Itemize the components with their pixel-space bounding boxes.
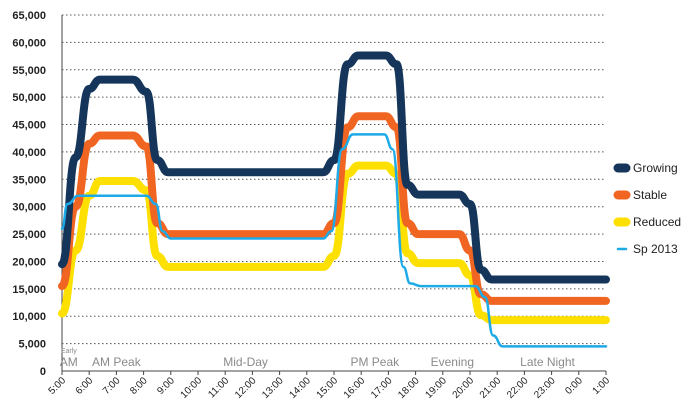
series-lines xyxy=(58,51,610,348)
y-tick-label: 15,000 xyxy=(12,284,46,296)
series-line-growing xyxy=(58,51,610,284)
x-tick-label: 11:00 xyxy=(206,375,231,400)
y-tick-label: 55,000 xyxy=(12,65,46,77)
x-tick-label: 13:00 xyxy=(260,375,286,401)
legend-label-stable: Stable xyxy=(633,188,667,202)
gridlines xyxy=(62,14,606,345)
period-label-pm-peak: PM Peak xyxy=(350,355,400,369)
legend-label-sp-2013: Sp 2013 xyxy=(633,242,678,256)
x-tick-label: 14:00 xyxy=(287,375,313,401)
y-tick-label: 65,000 xyxy=(12,10,46,22)
legend: Growing Stable Reduced Sp 2013 xyxy=(613,161,681,256)
period-label-late-night: Late Night xyxy=(520,355,575,369)
y-tick-label: 40,000 xyxy=(12,147,46,159)
x-tick-label: 12:00 xyxy=(233,375,259,401)
x-tick-label: 6:00 xyxy=(74,375,96,397)
period-label-am-peak: AM Peak xyxy=(92,355,142,369)
x-tick-label: 7:00 xyxy=(101,375,123,397)
y-tick-label: 35,000 xyxy=(12,174,46,186)
x-tick-label: 5:00 xyxy=(47,375,69,397)
legend-label-growing: Growing xyxy=(633,161,678,175)
x-tick-label: 17:00 xyxy=(369,375,395,401)
x-tick-label: 19:00 xyxy=(423,375,449,401)
y-tick-label: 20,000 xyxy=(12,256,46,268)
x-tick-label: 21:00 xyxy=(478,375,504,401)
x-tick-label: 15:00 xyxy=(315,375,341,401)
x-tick-label: 23:00 xyxy=(532,375,558,401)
y-tick-label: 0 xyxy=(40,366,46,378)
y-tick-label: 25,000 xyxy=(12,229,46,241)
legend-label-reduced: Reduced xyxy=(633,215,681,229)
series-line-reduced xyxy=(58,161,610,325)
period-label-evening: Evening xyxy=(431,355,474,369)
axes: 0 5,000 10,000 15,000 20,000 25,000 30,000 35,0… xyxy=(12,10,612,401)
y-tick-label: 30,000 xyxy=(12,202,46,214)
x-tick-label: 18:00 xyxy=(396,375,422,401)
series-line-sp-2013 xyxy=(60,133,608,348)
period-label-am: AM xyxy=(60,355,78,369)
x-tick-label: 10:00 xyxy=(179,375,205,401)
series-line-stable xyxy=(58,112,610,305)
x-tick-label: 20:00 xyxy=(451,375,477,401)
y-tick-label: 5,000 xyxy=(18,339,46,351)
y-tick-label: 10,000 xyxy=(12,311,46,323)
y-tick-label: 60,000 xyxy=(12,37,46,49)
x-tick-label: 1:00 xyxy=(591,375,613,397)
period-label-mid-day: Mid-Day xyxy=(223,355,268,369)
x-tick-label: 16:00 xyxy=(342,375,368,401)
period-sublabel-am: Early xyxy=(61,348,77,355)
x-tick-label: 0:00 xyxy=(563,375,585,397)
x-tick-label: 8:00 xyxy=(128,375,150,397)
y-tick-label: 50,000 xyxy=(12,92,46,104)
y-tick-label: 45,000 xyxy=(12,120,46,132)
x-tick-label: 22:00 xyxy=(505,375,531,401)
x-tick-label: 9:00 xyxy=(155,375,177,397)
